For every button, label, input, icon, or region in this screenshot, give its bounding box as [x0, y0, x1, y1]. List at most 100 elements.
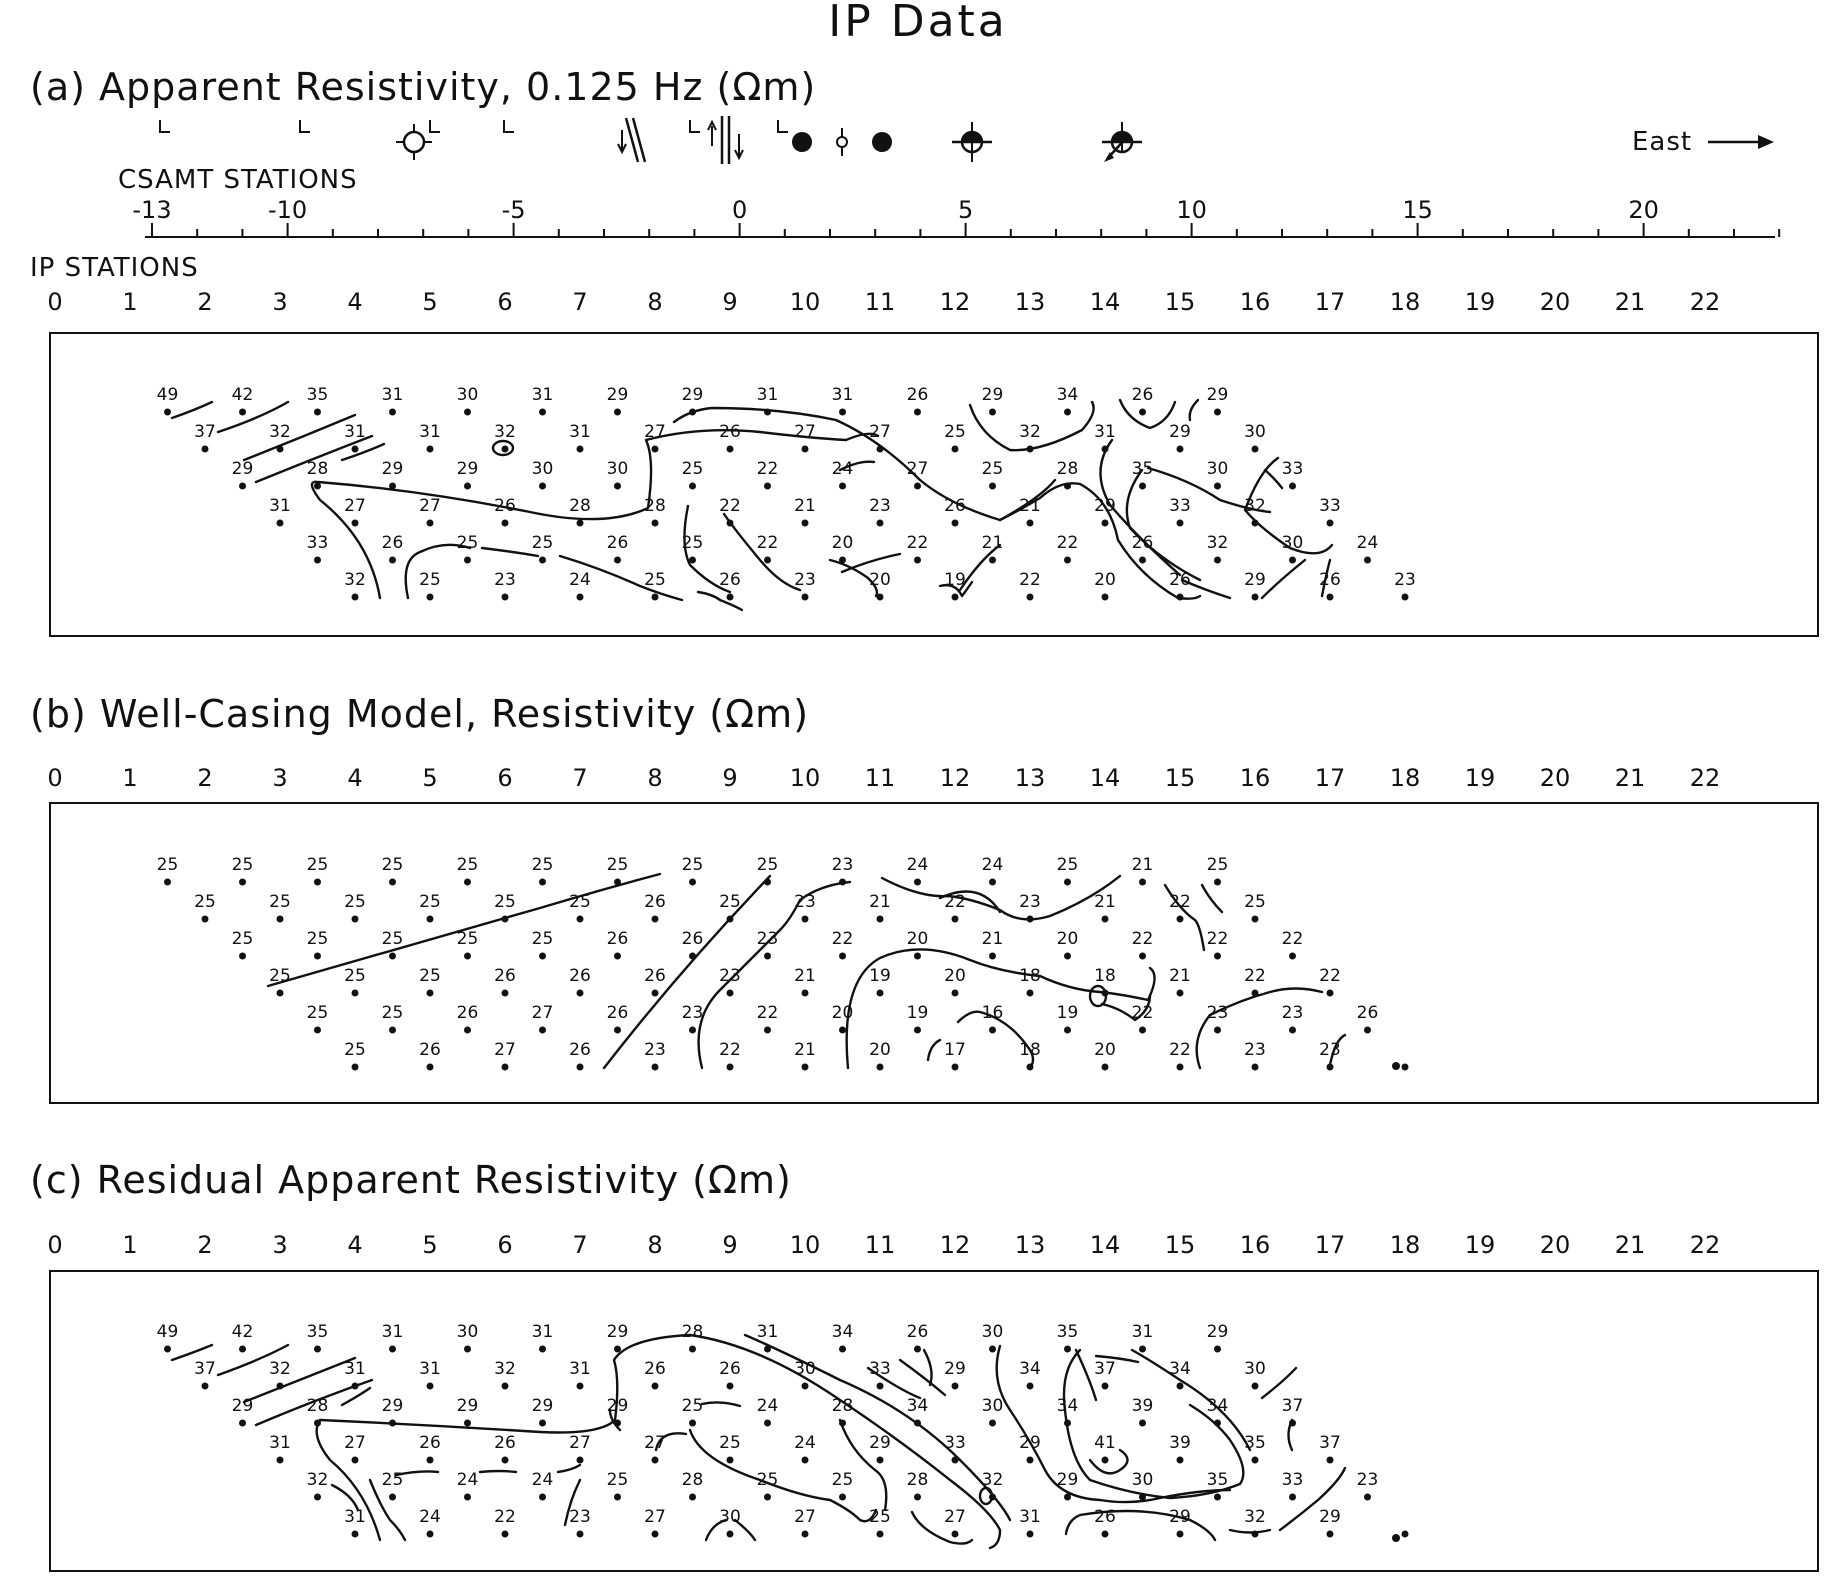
data-point-dot — [1176, 989, 1184, 997]
data-point-dot — [614, 408, 621, 416]
data-point-dot — [1064, 952, 1071, 960]
resistivity-value-label: 33 — [1282, 459, 1304, 479]
ip-tick-label: 11 — [865, 288, 896, 316]
resistivity-value-label: 23 — [1207, 1003, 1229, 1023]
resistivity-value-label: 31 — [1019, 1507, 1041, 1527]
resistivity-value-label: 31 — [569, 422, 591, 442]
csamt-tick-label: 20 — [1628, 196, 1659, 224]
data-point-dot — [1289, 482, 1296, 490]
ip-tick-label: 20 — [1540, 1231, 1571, 1259]
data-point-dot — [276, 989, 284, 997]
data-point-dot — [1101, 1382, 1109, 1390]
data-point-dot — [1214, 556, 1221, 564]
resistivity-value-label: 27 — [344, 496, 366, 516]
resistivity-value-label: 31 — [344, 422, 366, 442]
resistivity-value-label: 22 — [757, 459, 779, 479]
resistivity-value-label: 18 — [1019, 966, 1041, 986]
ip-tick-label: 11 — [865, 1231, 896, 1259]
resistivity-value-label: 22 — [1057, 533, 1079, 553]
ip-tick-label: 10 — [790, 1231, 821, 1259]
resistivity-value-label: 25 — [382, 929, 404, 949]
resistivity-value-label: 22 — [1132, 929, 1154, 949]
data-point-dot — [839, 556, 846, 564]
ip-tick-label: 13 — [1015, 1231, 1046, 1259]
csamt-tick-label: -5 — [502, 196, 526, 224]
data-point-dot — [1251, 989, 1259, 997]
resistivity-value-label: 34 — [1019, 1359, 1041, 1379]
well-open-circle-icon — [396, 124, 432, 160]
ip-tick-label: 2 — [197, 764, 212, 792]
resistivity-value-label: 33 — [1282, 1470, 1304, 1490]
data-point-dot — [726, 915, 734, 923]
resistivity-value-label: 34 — [1057, 1396, 1079, 1416]
resistivity-value-label: 27 — [944, 1507, 966, 1527]
resistivity-value-label: 28 — [307, 459, 329, 479]
panel-a-title: (a) Apparent Resistivity, 0.125 Hz (Ωm) — [30, 65, 816, 109]
resistivity-value-label: 33 — [869, 1359, 891, 1379]
resistivity-value-label: 32 — [269, 422, 291, 442]
data-point-dot — [1026, 593, 1034, 601]
data-point-dot — [726, 519, 734, 527]
data-point-dot — [389, 556, 396, 564]
ip-tick-label: 21 — [1615, 288, 1646, 316]
data-point-dot — [989, 1493, 996, 1501]
resistivity-value-label: 21 — [982, 929, 1004, 949]
resistivity-value-label: 26 — [644, 1359, 666, 1379]
data-point-dot — [1251, 445, 1259, 453]
data-point-dot — [1289, 1026, 1296, 1034]
data-point-dot — [314, 952, 321, 960]
data-point-dot — [314, 1026, 321, 1034]
data-point-dot — [764, 952, 771, 960]
data-point-dot — [1214, 482, 1221, 490]
data-point-dot — [1176, 1456, 1184, 1464]
data-point-dot — [314, 1419, 321, 1427]
resistivity-value-label: 22 — [1132, 1003, 1154, 1023]
data-point-dot — [426, 1382, 434, 1390]
resistivity-value-label: 28 — [832, 1396, 854, 1416]
data-point-dot — [1251, 519, 1259, 527]
resistivity-value-label: 23 — [1244, 1040, 1266, 1060]
data-point-dot — [501, 915, 509, 923]
resistivity-value-label: 26 — [494, 966, 516, 986]
resistivity-value-label: 27 — [869, 422, 891, 442]
east-label: East — [1632, 127, 1692, 157]
resistivity-value-label: 30 — [794, 1359, 816, 1379]
data-point-dot — [914, 408, 921, 416]
resistivity-value-label: 19 — [869, 966, 891, 986]
data-point-dot — [764, 556, 771, 564]
ip-tick-label: 8 — [647, 764, 662, 792]
panel-c-residual-apparent-resistivity: 0 1 2 3 4 5 6 7 8 9 10 11 12 13 14 15 16 17 18 19 20 21 22 — [47, 1231, 1819, 1572]
resistivity-value-label: 24 — [757, 1396, 779, 1416]
data-point-dot — [614, 1345, 621, 1353]
data-point-dot — [726, 1530, 734, 1538]
resistivity-value-label: 30 — [457, 1322, 479, 1342]
resistivity-value-label: 29 — [457, 459, 479, 479]
resistivity-value-label: 25 — [832, 1470, 854, 1490]
data-point-dot — [426, 1063, 434, 1071]
data-point-dot — [614, 1026, 621, 1034]
ip-tick-label: 0 — [47, 764, 62, 792]
data-point-dot — [426, 1456, 434, 1464]
well-crossed-circle-icon — [952, 122, 992, 162]
csamt-tick-label: 5 — [958, 196, 973, 224]
resistivity-value-label: 31 — [569, 1359, 591, 1379]
data-point-dot — [276, 915, 284, 923]
data-point-dot — [839, 1026, 846, 1034]
data-point-dot — [351, 1063, 359, 1071]
resistivity-value-label: 31 — [532, 1322, 554, 1342]
data-point-dot — [351, 445, 359, 453]
resistivity-value-label: 33 — [1169, 496, 1191, 516]
resistivity-value-label: 30 — [982, 1322, 1004, 1342]
resistivity-value-label: 26 — [419, 1040, 441, 1060]
fault-symbol-icon — [617, 117, 647, 163]
resistivity-value-label: 30 — [1132, 1470, 1154, 1490]
data-point-dot — [1064, 1419, 1071, 1427]
data-point-dot — [876, 1382, 884, 1390]
data-point-dot — [839, 1493, 846, 1501]
ip-tick-label: 22 — [1690, 288, 1721, 316]
resistivity-value-label: 25 — [382, 1470, 404, 1490]
data-point-dot — [614, 1493, 621, 1501]
data-point-dot — [389, 1026, 396, 1034]
data-point-dot — [389, 482, 396, 490]
resistivity-value-label: 37 — [1319, 1433, 1341, 1453]
